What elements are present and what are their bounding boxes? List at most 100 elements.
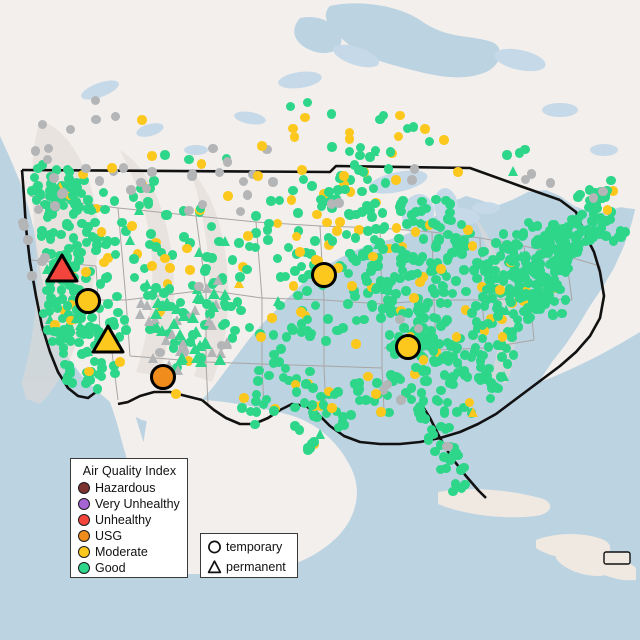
station-marker-temporary[interactable] — [264, 370, 274, 381]
station-marker-permanent[interactable] — [499, 371, 510, 382]
station-marker-temporary[interactable] — [443, 441, 454, 452]
station-marker-temporary[interactable] — [451, 276, 461, 286]
station-marker-temporary[interactable] — [523, 303, 533, 313]
station-marker-temporary[interactable] — [178, 206, 189, 216]
station-marker-temporary[interactable] — [62, 253, 73, 263]
station-marker-temporary[interactable] — [459, 370, 470, 381]
station-marker-permanent[interactable] — [446, 247, 457, 258]
station-marker-temporary[interactable] — [51, 165, 62, 175]
station-marker-permanent[interactable] — [149, 314, 160, 325]
station-marker-temporary[interactable] — [370, 198, 380, 209]
highlighted-station-north-california-unhealthy[interactable] — [45, 253, 79, 283]
station-marker-permanent[interactable] — [142, 278, 153, 289]
station-marker-temporary[interactable] — [250, 242, 261, 253]
station-marker-temporary[interactable] — [81, 163, 91, 173]
station-marker-temporary[interactable] — [512, 314, 523, 325]
station-marker-temporary[interactable] — [112, 291, 122, 302]
station-marker-temporary[interactable] — [448, 372, 458, 382]
station-marker-temporary[interactable] — [72, 305, 82, 315]
station-marker-temporary[interactable] — [344, 134, 355, 144]
station-marker-temporary[interactable] — [428, 312, 439, 323]
station-marker-temporary[interactable] — [251, 389, 262, 400]
station-marker-temporary[interactable] — [391, 289, 401, 299]
station-marker-temporary[interactable] — [456, 483, 467, 494]
station-marker-temporary[interactable] — [483, 270, 494, 281]
station-marker-temporary[interactable] — [476, 362, 486, 372]
station-marker-temporary[interactable] — [62, 218, 72, 229]
station-marker-permanent[interactable] — [219, 236, 230, 247]
station-marker-temporary[interactable] — [368, 251, 378, 261]
station-marker-temporary[interactable] — [471, 317, 482, 327]
station-marker-temporary[interactable] — [58, 348, 69, 359]
station-marker-temporary[interactable] — [202, 252, 212, 262]
station-marker-temporary[interactable] — [459, 234, 470, 245]
station-marker-permanent[interactable] — [133, 204, 144, 215]
station-marker-temporary[interactable] — [222, 157, 232, 167]
station-marker-temporary[interactable] — [513, 276, 524, 286]
station-marker-temporary[interactable] — [288, 185, 298, 196]
station-marker-temporary[interactable] — [333, 185, 343, 195]
station-marker-permanent[interactable] — [201, 283, 212, 294]
station-marker-permanent[interactable] — [213, 275, 224, 286]
station-marker-temporary[interactable] — [78, 169, 88, 180]
station-marker-temporary[interactable] — [493, 383, 503, 394]
station-marker-temporary[interactable] — [520, 273, 530, 283]
highlighted-station-nebraska-moderate[interactable] — [311, 262, 337, 288]
station-marker-temporary[interactable] — [423, 298, 433, 308]
station-marker-temporary[interactable] — [417, 252, 428, 262]
station-marker-temporary[interactable] — [36, 231, 47, 241]
station-marker-temporary[interactable] — [445, 341, 456, 351]
station-marker-temporary[interactable] — [558, 224, 568, 234]
station-marker-temporary[interactable] — [510, 272, 521, 283]
station-marker-temporary[interactable] — [459, 265, 469, 275]
station-marker-permanent[interactable] — [160, 334, 171, 345]
station-marker-temporary[interactable] — [117, 217, 127, 227]
station-marker-temporary[interactable] — [127, 221, 137, 231]
station-marker-temporary[interactable] — [81, 267, 91, 277]
station-marker-permanent[interactable] — [186, 311, 199, 323]
station-marker-temporary[interactable] — [96, 357, 107, 368]
station-marker-temporary[interactable] — [244, 241, 255, 252]
station-marker-temporary[interactable] — [269, 349, 279, 360]
station-marker-temporary[interactable] — [245, 406, 256, 417]
station-marker-temporary[interactable] — [351, 209, 361, 220]
station-marker-temporary[interactable] — [504, 294, 515, 305]
station-marker-temporary[interactable] — [531, 304, 541, 315]
station-marker-temporary[interactable] — [401, 388, 411, 398]
station-marker-temporary[interactable] — [156, 247, 167, 258]
station-marker-temporary[interactable] — [223, 191, 233, 201]
station-marker-temporary[interactable] — [121, 226, 131, 236]
station-marker-temporary[interactable] — [420, 124, 430, 134]
station-marker-temporary[interactable] — [436, 321, 446, 331]
station-marker-temporary[interactable] — [426, 424, 437, 435]
station-marker-temporary[interactable] — [428, 346, 439, 356]
station-marker-temporary[interactable] — [466, 352, 477, 363]
station-marker-temporary[interactable] — [446, 215, 456, 226]
station-marker-temporary[interactable] — [65, 365, 75, 376]
station-marker-permanent[interactable] — [373, 239, 384, 250]
station-marker-temporary[interactable] — [355, 150, 365, 161]
station-marker-temporary[interactable] — [89, 356, 100, 367]
station-marker-temporary[interactable] — [353, 386, 363, 396]
station-marker-temporary[interactable] — [378, 244, 388, 254]
station-marker-temporary[interactable] — [318, 400, 329, 410]
station-marker-temporary[interactable] — [319, 189, 329, 199]
station-marker-temporary[interactable] — [307, 400, 318, 410]
station-marker-temporary[interactable] — [235, 272, 245, 282]
station-marker-temporary[interactable] — [533, 293, 544, 303]
station-marker-temporary[interactable] — [534, 249, 545, 260]
station-marker-temporary[interactable] — [118, 163, 129, 173]
station-marker-temporary[interactable] — [549, 257, 559, 268]
station-marker-temporary[interactable] — [397, 265, 408, 276]
station-marker-temporary[interactable] — [475, 356, 486, 366]
station-marker-temporary[interactable] — [497, 332, 508, 342]
station-marker-temporary[interactable] — [396, 395, 406, 405]
station-marker-temporary[interactable] — [300, 112, 310, 123]
station-marker-temporary[interactable] — [442, 397, 453, 408]
station-marker-temporary[interactable] — [384, 330, 395, 340]
station-marker-temporary[interactable] — [520, 144, 530, 155]
station-marker-temporary[interactable] — [47, 336, 58, 346]
station-marker-temporary[interactable] — [575, 189, 585, 200]
station-marker-temporary[interactable] — [93, 369, 104, 380]
station-marker-temporary[interactable] — [155, 347, 165, 357]
